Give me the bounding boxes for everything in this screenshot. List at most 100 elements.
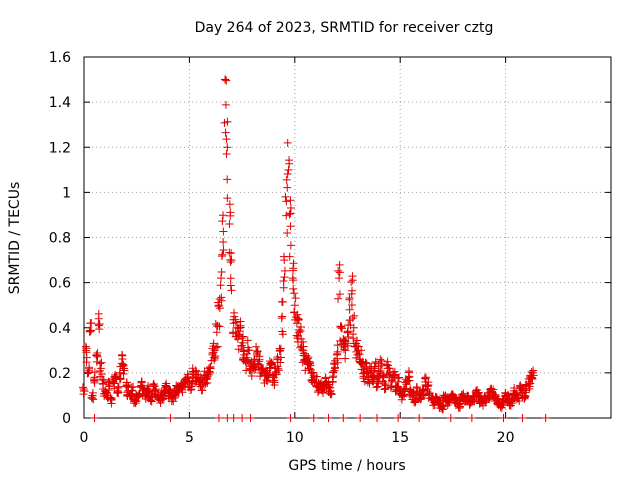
- data-point: [282, 175, 291, 184]
- data-point: [89, 395, 98, 404]
- data-point: [334, 294, 343, 303]
- x-tick-label: 15: [391, 430, 409, 446]
- data-point: [238, 332, 247, 341]
- data-point: [218, 217, 227, 226]
- zero-point: [541, 414, 550, 422]
- data-point: [85, 363, 94, 372]
- data-point: [255, 352, 264, 361]
- data-point: [319, 389, 328, 398]
- data-point: [262, 368, 271, 377]
- data-point: [335, 274, 344, 283]
- data-point: [347, 300, 356, 309]
- data-point: [333, 341, 342, 350]
- data-point: [191, 366, 200, 375]
- data-point: [263, 377, 272, 386]
- data-point: [214, 298, 223, 307]
- data-point: [118, 354, 127, 363]
- data-point: [113, 389, 122, 398]
- data-point: [120, 366, 129, 375]
- zero-point: [415, 414, 424, 422]
- data-point: [104, 386, 113, 395]
- data-point: [87, 326, 96, 335]
- data-point: [294, 316, 303, 325]
- data-point: [94, 309, 103, 318]
- data-point: [285, 159, 294, 168]
- data-point: [215, 294, 224, 303]
- data-point: [283, 170, 292, 179]
- data-point: [333, 354, 342, 363]
- data-point: [222, 150, 231, 159]
- data-point: [225, 219, 234, 228]
- data-point: [222, 76, 231, 85]
- data-point: [221, 128, 230, 137]
- data-point: [334, 266, 343, 275]
- data-point: [411, 398, 420, 407]
- data-point: [529, 366, 538, 375]
- data-point: [275, 347, 284, 356]
- data-point: [87, 393, 96, 402]
- data-point: [114, 382, 123, 391]
- data-point: [78, 383, 87, 392]
- data-point: [219, 211, 228, 220]
- data-point: [290, 289, 299, 298]
- x-tick-label: 20: [497, 430, 515, 446]
- data-point: [347, 278, 356, 287]
- data-point: [111, 372, 120, 381]
- data-point: [215, 304, 224, 313]
- data-point: [274, 366, 283, 375]
- data-point: [327, 390, 336, 399]
- data-point: [345, 305, 354, 314]
- zero-point: [324, 414, 333, 422]
- data-point: [387, 381, 396, 390]
- data-point: [420, 374, 429, 383]
- data-point: [86, 327, 95, 336]
- data-point: [487, 384, 496, 393]
- data-point: [88, 394, 97, 403]
- data-point: [274, 364, 283, 373]
- data-point: [521, 392, 530, 401]
- data-point: [217, 267, 226, 276]
- data-point: [405, 372, 414, 381]
- data-point: [256, 372, 265, 381]
- data-point: [105, 380, 114, 389]
- data-point: [87, 318, 96, 327]
- data-point: [119, 360, 128, 369]
- data-point: [227, 286, 236, 295]
- data-point: [348, 276, 357, 285]
- data-point: [371, 357, 380, 366]
- data-point: [329, 372, 338, 381]
- data-point: [343, 327, 352, 336]
- data-point: [147, 397, 156, 406]
- data-point: [90, 368, 99, 377]
- y-tick-label: 1.4: [49, 95, 71, 111]
- data-point: [219, 245, 228, 254]
- data-point: [106, 393, 115, 402]
- data-point: [286, 204, 295, 213]
- data-point: [328, 378, 337, 387]
- zero-point: [446, 414, 455, 422]
- data-point: [290, 301, 299, 310]
- data-point: [216, 281, 225, 290]
- data-point: [268, 378, 277, 387]
- data-point: [289, 276, 298, 285]
- data-point: [474, 388, 483, 397]
- data-point: [278, 297, 287, 306]
- data-point: [333, 347, 342, 356]
- data-point: [161, 381, 170, 390]
- data-point: [201, 379, 210, 388]
- data-point: [119, 369, 128, 378]
- data-point: [213, 342, 222, 351]
- data-point: [250, 365, 259, 374]
- data-point: [339, 345, 348, 354]
- data-point: [115, 374, 124, 383]
- data-point: [245, 346, 254, 355]
- data-point: [110, 379, 119, 388]
- data-point: [340, 340, 349, 349]
- data-point: [217, 274, 226, 283]
- data-point: [227, 249, 236, 258]
- data-point: [80, 386, 89, 395]
- zero-point: [238, 414, 247, 422]
- data-point: [288, 266, 297, 275]
- data-point: [337, 324, 346, 333]
- data-point: [218, 250, 227, 259]
